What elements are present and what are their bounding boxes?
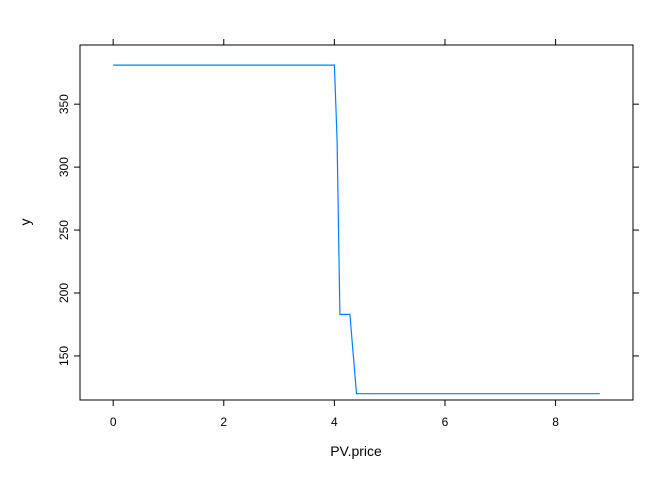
series-layer <box>113 64 600 395</box>
x-axis: 0 2 4 6 8 <box>110 39 559 429</box>
x-tick-label: 2 <box>220 415 227 429</box>
series-line <box>113 64 600 395</box>
x-tick-label: 0 <box>110 415 117 429</box>
x-tick-label: 6 <box>442 415 449 429</box>
x-tick-label: 8 <box>552 415 559 429</box>
y-tick-label: 150 <box>57 346 71 366</box>
y-tick-label: 250 <box>57 220 71 240</box>
y-axis: 150 200 250 300 350 <box>57 94 639 366</box>
y-tick-label: 350 <box>57 94 71 114</box>
x-axis-label: PV.price <box>330 443 382 459</box>
y-tick-label: 200 <box>57 283 71 303</box>
x-tick-label: 4 <box>331 415 338 429</box>
y-axis-label: y <box>17 219 33 226</box>
plot-frame <box>79 44 634 401</box>
y-tick-label: 300 <box>57 157 71 177</box>
